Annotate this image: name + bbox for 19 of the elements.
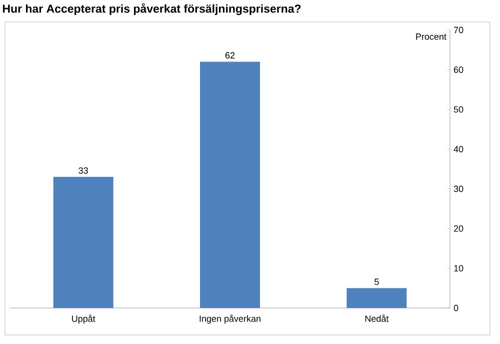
y-tick-label: 10 [454, 265, 464, 272]
y-tick-label: 60 [454, 66, 464, 73]
y-axis-title: Procent [416, 34, 446, 40]
y-tick-label: 20 [454, 225, 464, 232]
y-tick-label: 0 [454, 304, 458, 312]
data-label: 5 [374, 278, 379, 285]
y-tick-label: 30 [454, 186, 464, 192]
bar [200, 62, 260, 308]
chart-title: Hur har Accepterat pris påverkat försäljningspriserna? [2, 3, 301, 16]
data-label: 33 [78, 167, 88, 174]
y-tick-label: 50 [454, 106, 464, 113]
data-label: 62 [225, 52, 235, 59]
bar [53, 176, 114, 308]
x-tick-label: Uppåt [72, 314, 96, 324]
x-tick-label: Ingen påverkan [200, 314, 260, 324]
y-tick-label: 70 [454, 26, 464, 34]
x-tick-label: Nedåt [365, 314, 389, 322]
bar [346, 288, 407, 308]
y-tick-label: 40 [454, 146, 464, 152]
